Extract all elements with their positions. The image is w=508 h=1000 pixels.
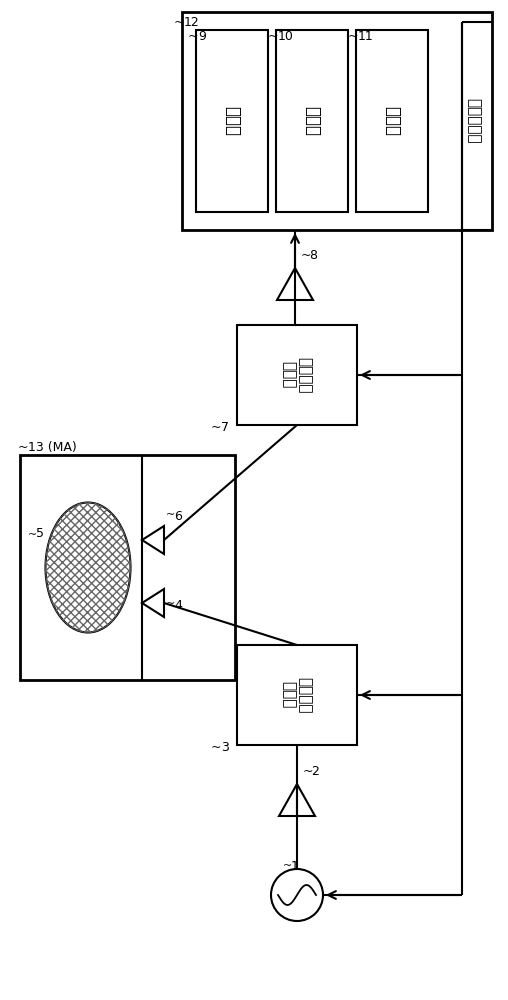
Text: 1: 1 (291, 860, 299, 873)
Text: 发送天线: 发送天线 (298, 677, 312, 713)
Text: ~: ~ (210, 741, 221, 754)
Ellipse shape (46, 502, 131, 633)
Bar (237, 325, 357, 425)
Text: ~: ~ (210, 421, 221, 434)
Text: 11: 11 (358, 30, 374, 43)
Text: 12: 12 (184, 16, 200, 29)
Text: ~: ~ (28, 530, 37, 540)
Text: 控制部: 控制部 (281, 681, 297, 709)
Bar (237, 645, 357, 745)
Bar (182, 12, 492, 230)
Text: 8: 8 (309, 249, 317, 262)
Text: 运算部: 运算部 (223, 106, 241, 136)
Text: ~: ~ (301, 249, 311, 262)
Text: ~: ~ (188, 30, 199, 43)
Text: ~: ~ (303, 765, 313, 778)
Text: 2: 2 (311, 765, 319, 778)
Text: ~: ~ (166, 510, 175, 520)
Text: 控制部: 控制部 (383, 106, 401, 136)
Bar (196, 30, 268, 212)
Text: ~: ~ (283, 861, 292, 871)
Text: 13 (MA): 13 (MA) (28, 441, 77, 454)
Text: 10: 10 (278, 30, 294, 43)
Text: ~: ~ (174, 16, 184, 29)
Bar (356, 30, 428, 212)
Bar (276, 30, 348, 212)
Text: 7: 7 (221, 421, 229, 434)
Text: 控制部: 控制部 (281, 361, 297, 389)
Text: 接收天线: 接收天线 (298, 357, 312, 393)
Text: ~: ~ (348, 30, 359, 43)
Text: ~: ~ (268, 30, 278, 43)
Text: ~: ~ (166, 599, 175, 609)
Text: 4: 4 (174, 599, 182, 612)
Text: 6: 6 (174, 510, 182, 523)
Text: 微型计算机: 微型计算机 (466, 98, 482, 144)
Text: 3: 3 (221, 741, 229, 754)
Bar (20, 455, 235, 680)
Text: 存储部: 存储部 (303, 106, 321, 136)
Text: 5: 5 (36, 527, 44, 540)
Text: ~: ~ (18, 441, 28, 454)
Text: 9: 9 (198, 30, 206, 43)
